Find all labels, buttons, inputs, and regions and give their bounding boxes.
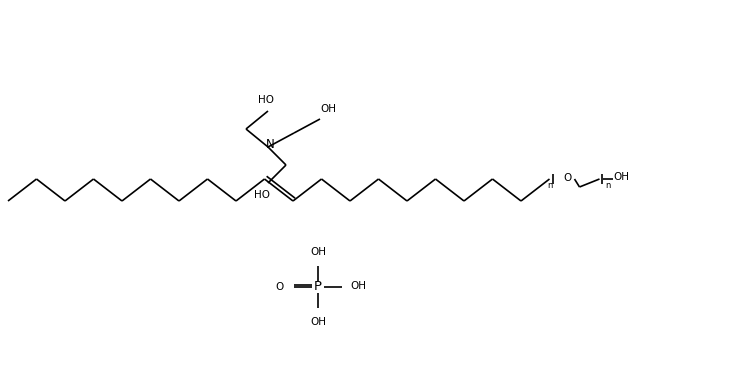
Text: OH: OH (350, 281, 366, 291)
Text: OH: OH (613, 172, 630, 182)
Text: O: O (563, 173, 571, 183)
Text: n: n (605, 180, 610, 189)
Text: HO: HO (254, 190, 270, 200)
Text: OH: OH (310, 317, 326, 327)
Text: N: N (266, 138, 275, 152)
Text: n: n (547, 182, 552, 190)
Text: P: P (314, 280, 322, 294)
Text: OH: OH (320, 104, 336, 114)
Text: HO: HO (258, 95, 274, 105)
Text: OH: OH (310, 247, 326, 257)
Text: O: O (276, 282, 284, 292)
